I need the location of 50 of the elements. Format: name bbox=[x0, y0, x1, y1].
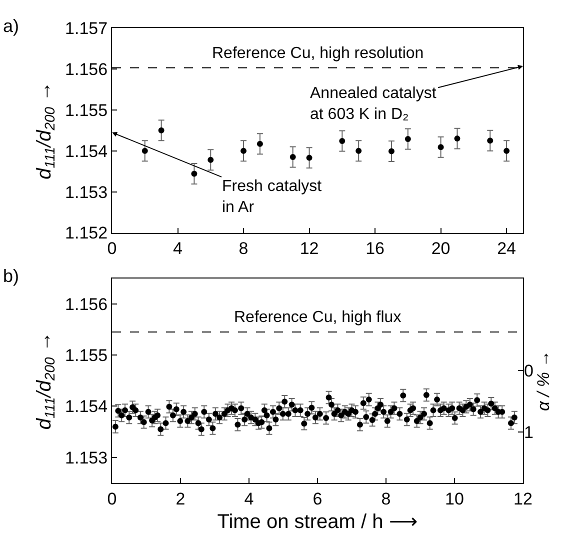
point bbox=[404, 136, 411, 142]
x-tick-label: 24 bbox=[497, 239, 516, 258]
x-tick-label: 12 bbox=[300, 239, 319, 258]
y-tick-label: 1.156 bbox=[65, 294, 108, 314]
x-tick-label: 12 bbox=[514, 489, 532, 508]
x-tick-label: 0 bbox=[107, 239, 117, 258]
x-tick-label: 10 bbox=[445, 489, 464, 508]
x-tick-label: 2 bbox=[176, 489, 186, 508]
point bbox=[388, 148, 394, 154]
point bbox=[339, 138, 346, 144]
x-tick-label: 20 bbox=[431, 239, 450, 258]
x-tick-label: 16 bbox=[366, 239, 384, 258]
point bbox=[487, 138, 494, 144]
y2-axis-title: α / % → bbox=[534, 350, 553, 411]
y-tick-label: 1.155 bbox=[65, 346, 108, 365]
point bbox=[158, 127, 164, 134]
x-tick-label: 8 bbox=[238, 239, 248, 258]
point bbox=[256, 140, 263, 147]
y-tick-label: 1.153 bbox=[65, 448, 108, 468]
y-tick-label: 1.154 bbox=[65, 397, 108, 416]
y-tick-label: 1.153 bbox=[65, 182, 108, 202]
point bbox=[438, 144, 444, 150]
chart-title: a) bbox=[3, 16, 20, 36]
ref-line-label: Reference Cu, high resolution bbox=[212, 45, 424, 62]
ref-line-label: Reference Cu, high flux bbox=[234, 309, 402, 326]
x-tick-label: 0 bbox=[107, 489, 117, 508]
annotation: Fresh catalyst in Ar bbox=[222, 178, 322, 216]
y-tick-label: 1.154 bbox=[65, 142, 108, 161]
annotation: Annealed catalyst at 603 K in D₂ bbox=[310, 85, 437, 123]
point bbox=[504, 148, 510, 154]
y2-tick-label: 0 bbox=[524, 361, 534, 380]
y2-tick-label: 1 bbox=[524, 422, 534, 442]
chart-title: b) bbox=[3, 266, 20, 286]
point bbox=[208, 156, 214, 163]
point bbox=[356, 148, 362, 154]
x-axis-title: Time on stream / h ⟶ bbox=[217, 510, 418, 533]
point bbox=[454, 136, 460, 142]
point bbox=[142, 148, 148, 154]
point bbox=[191, 170, 198, 177]
y-tick-label: 1.155 bbox=[65, 100, 108, 120]
y-tick-label: 1.152 bbox=[65, 224, 108, 243]
x-tick-label: 8 bbox=[381, 489, 391, 508]
x-tick-label: 4 bbox=[173, 239, 182, 258]
y-tick-label: 1.156 bbox=[65, 60, 108, 79]
x-tick-label: 6 bbox=[312, 489, 322, 508]
point bbox=[290, 154, 296, 160]
point bbox=[240, 148, 247, 154]
x-tick-label: 4 bbox=[244, 489, 254, 508]
point bbox=[306, 154, 312, 161]
y-tick-label: 1.157 bbox=[65, 18, 108, 38]
